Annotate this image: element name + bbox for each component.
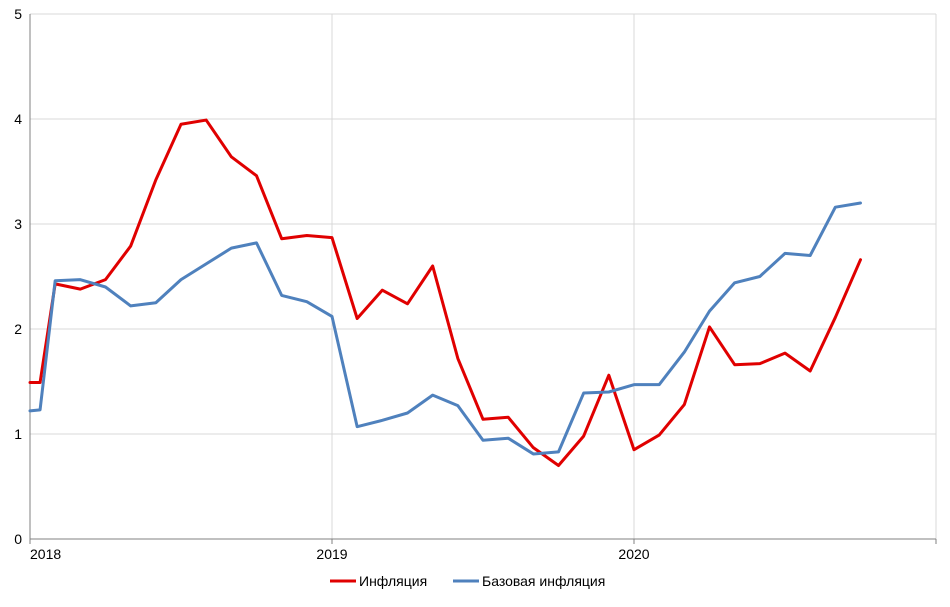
chart-ticks: 0 1 2 3 4 5 2018 2019 2020 <box>14 6 650 562</box>
chart-grid <box>30 13 937 539</box>
legend-label: Инфляция <box>359 573 427 589</box>
y-tick-label: 3 <box>14 216 22 232</box>
y-tick-label: 2 <box>14 321 22 337</box>
y-tick-label: 4 <box>14 111 22 127</box>
series-line-1 <box>28 201 862 456</box>
y-tick-label: 5 <box>14 6 22 22</box>
x-tick-label: 2019 <box>316 546 347 562</box>
chart-legend: Инфляция Базовая инфляция <box>330 573 605 589</box>
legend-label: Базовая инфляция <box>482 573 605 589</box>
x-tick-label: 2018 <box>30 546 61 562</box>
chart-axes <box>29 14 937 544</box>
y-tick-label: 0 <box>14 531 22 547</box>
x-tick-label: 2020 <box>618 546 649 562</box>
y-tick-label: 1 <box>14 426 22 442</box>
chart-series <box>28 118 862 467</box>
series-line-0 <box>28 118 862 467</box>
